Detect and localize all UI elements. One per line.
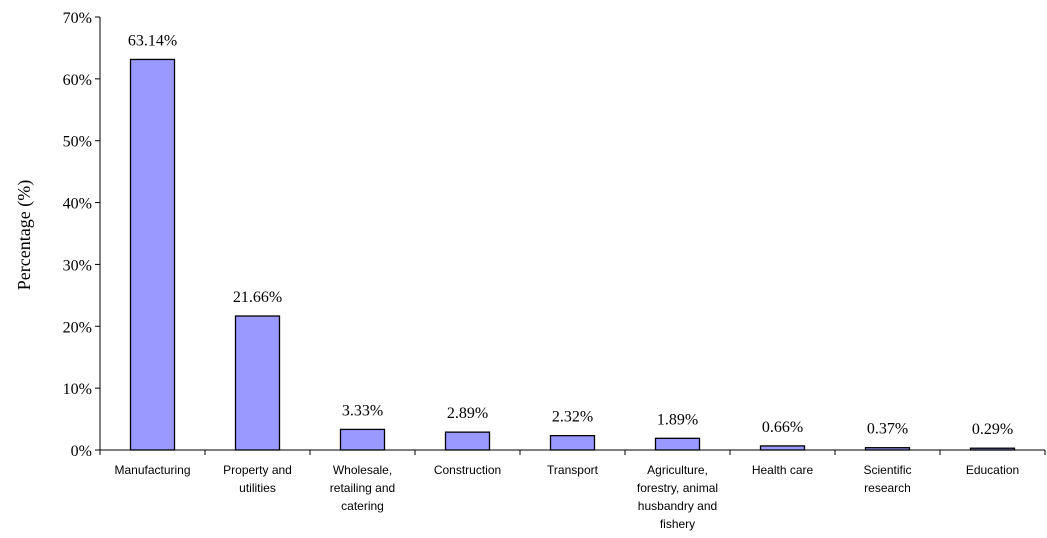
x-category-label: Scientific [863,463,911,477]
x-category-label: Property and [223,463,292,477]
bar [549,434,596,451]
y-tick-label: 60% [63,72,92,89]
data-label: 3.33% [342,402,383,419]
y-axis-title: Percentage (%) [14,180,35,290]
x-category-label: retailing and [330,481,395,495]
bar [129,58,176,451]
y-tick-label: 30% [63,257,92,274]
y-tick-label: 70% [63,10,92,27]
x-category-label: Transport [547,463,599,477]
y-axis: 0% 10% 20% 30% 40% 50% 60% 70% [63,10,101,460]
y-tick-label: 10% [63,381,92,398]
x-category-label: husbandry and [638,499,717,513]
category-labels: Manufacturing Property and utilities Wholes… [114,463,1019,531]
bar [339,428,386,451]
x-axis [99,449,1046,455]
data-label: 1.89% [657,411,698,428]
y-tick-label: 50% [63,134,92,151]
data-label: 63.14% [128,32,177,49]
bars [129,58,1016,451]
y-tick-label: 0% [71,443,92,460]
data-labels: 63.14% 21.66% 3.33% 2.89% 2.32% 1.89% 0.66% 0.3… [128,32,1013,438]
x-category-label: Education [966,463,1019,477]
y-tick-label: 20% [63,319,92,336]
x-category-label: catering [341,499,384,513]
y-tick-label: 40% [63,196,92,213]
bar [759,445,806,451]
x-category-label: Manufacturing [114,463,190,477]
data-label: 21.66% [233,289,282,306]
x-category-label: Construction [434,463,501,477]
x-category-label: fishery [660,517,695,531]
data-label: 0.29% [972,421,1013,438]
bar [234,315,281,451]
x-category-label: utilities [239,481,276,495]
data-label: 2.32% [552,409,593,426]
data-label: 0.66% [762,419,803,436]
data-label: 0.37% [867,421,908,438]
x-category-label: Wholesale, [333,463,392,477]
data-label: 2.89% [447,405,488,422]
bar [444,431,491,451]
bar [654,437,701,451]
x-category-label: forestry, animal [637,481,718,495]
x-category-label: Agriculture, [647,463,708,477]
x-category-label: Health care [752,463,814,477]
x-category-label: research [864,481,911,495]
